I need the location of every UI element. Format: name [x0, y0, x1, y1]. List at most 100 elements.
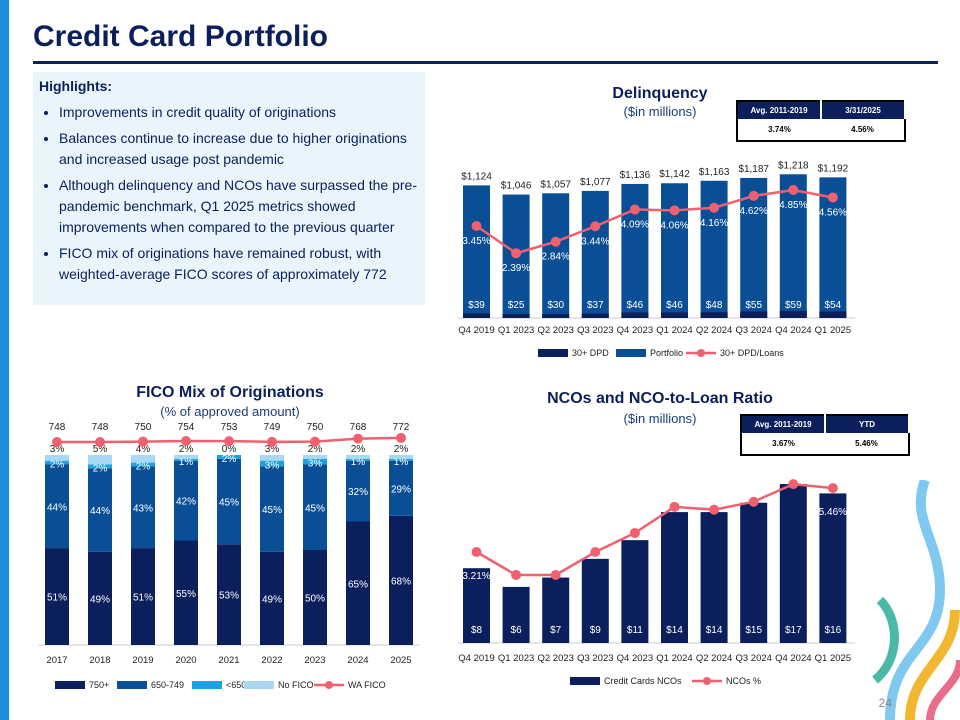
- fico-below-650-bar: [131, 462, 155, 467]
- wa-fico-point: [224, 436, 234, 447]
- nco-ratio-label: 5.46%: [819, 507, 847, 518]
- legend-label: WA FICO: [348, 680, 386, 690]
- x-tick-label: 2017: [46, 655, 67, 666]
- portfolio-bar: [661, 183, 688, 318]
- table-cell: 5.46%: [825, 433, 909, 455]
- no-fico-bar: [45, 455, 69, 461]
- table-header: Avg. 2011-2019: [737, 101, 822, 119]
- nco-ratio-point: [827, 483, 838, 494]
- dpd-bar: [700, 312, 728, 318]
- wa-fico-label: 772: [393, 422, 410, 433]
- dpd-label: $54: [825, 300, 842, 311]
- nco-ratio-point: [629, 527, 640, 538]
- nco-label: $7: [550, 625, 562, 636]
- segment-label: 2%: [222, 454, 237, 465]
- table-cell: 3.74%: [737, 119, 821, 141]
- ratio-label: 4.85%: [779, 200, 807, 211]
- x-tick-label: Q2 2023: [537, 325, 573, 336]
- nco-ratio-line: [475, 482, 834, 577]
- nco-benchmark-table: Avg. 2011-2019 YTD 3.67% 5.46%: [740, 414, 910, 456]
- portfolio-bar: [581, 190, 609, 318]
- x-tick-label: Q4 2023: [617, 325, 653, 336]
- nco-label: $8: [471, 625, 483, 636]
- dpd-bar: [661, 312, 688, 318]
- nco-label: $16: [825, 625, 842, 636]
- segment-label: 5%: [93, 444, 108, 455]
- wa-fico-point: [353, 433, 363, 444]
- x-tick-label: Q3 2023: [577, 653, 613, 664]
- fico-below-650-bar: [174, 458, 198, 461]
- segment-label: 4%: [136, 444, 151, 455]
- segment-label: 45%: [262, 505, 282, 516]
- segment-label: 2%: [93, 463, 108, 474]
- portfolio-label: $1,057: [540, 179, 571, 190]
- table-cell: 3.67%: [741, 433, 825, 455]
- segment-label: 3%: [308, 459, 323, 470]
- segment-label: 55%: [176, 589, 196, 600]
- segment-label: 45%: [305, 503, 325, 514]
- nco-label: $15: [745, 625, 762, 636]
- dpd-label: $30: [547, 300, 564, 311]
- wa-fico-label: 748: [49, 422, 66, 433]
- nco-bar: [542, 577, 570, 643]
- portfolio-label: $1,187: [738, 164, 769, 175]
- x-tick-label: Q1 2024: [656, 325, 692, 336]
- x-tick-label: Q4 2019: [458, 653, 494, 664]
- legend-label: 650-749: [151, 680, 184, 690]
- dpd-bar: [621, 312, 649, 318]
- fico-below-650-bar: [88, 464, 112, 469]
- fico-750-bar: [217, 544, 241, 645]
- segment-label: 51%: [133, 593, 153, 604]
- fico-750-bar: [260, 551, 284, 645]
- fico-750-bar: [131, 548, 155, 645]
- wa-fico-label: 768: [350, 422, 367, 433]
- legend-point-swatch: [697, 349, 705, 357]
- no-fico-bar: [131, 455, 155, 463]
- delinquency-ratio-point: [629, 204, 640, 215]
- portfolio-bar: [542, 193, 570, 318]
- highlight-bullet: FICO mix of originations have remained r…: [59, 243, 419, 285]
- nco-ratio-label: 3.21%: [462, 571, 490, 582]
- nco-subtitle: ($in millions): [623, 411, 697, 426]
- highlights-heading: Highlights:: [39, 78, 113, 94]
- nco-label: $6: [511, 625, 523, 636]
- fico-below-650-bar: [45, 460, 69, 465]
- fico-title: FICO Mix of Originations: [136, 384, 324, 401]
- legend-swatch: [55, 681, 85, 689]
- x-tick-label: 2020: [175, 655, 196, 666]
- wa-fico-point: [95, 437, 105, 447]
- fico-650-749-bar: [45, 464, 69, 549]
- ratio-label: 2.39%: [502, 263, 530, 274]
- delinquency-ratio-point: [748, 190, 759, 201]
- delinquency-subtitle: ($in millions): [623, 104, 697, 119]
- wa-fico-label: 754: [178, 422, 195, 433]
- segment-label: 2%: [50, 460, 65, 471]
- dpd-bar: [502, 314, 530, 318]
- dpd-bar: [819, 311, 847, 318]
- dpd-label: $39: [468, 300, 485, 311]
- wa-fico-point: [52, 437, 62, 447]
- brand-decoration-icon: [871, 480, 960, 720]
- delinquency-ratio-point: [471, 221, 482, 231]
- x-tick-label: Q4 2023: [617, 653, 653, 664]
- segment-label: 44%: [90, 506, 110, 517]
- segment-label: 65%: [348, 579, 368, 590]
- segment-label: 2%: [179, 444, 194, 455]
- fico-750-bar: [346, 521, 370, 645]
- no-fico-bar: [174, 455, 198, 459]
- x-tick-label: Q1 2023: [498, 653, 534, 664]
- wa-fico-label: 750: [135, 422, 152, 433]
- dpd-bar: [463, 313, 490, 318]
- nco-bar: [779, 484, 807, 643]
- fico-650-749-bar: [131, 466, 155, 549]
- wa-fico-label: 750: [307, 422, 324, 433]
- fico-below-650-bar: [389, 458, 413, 461]
- delinquency-ratio-line: [475, 188, 834, 255]
- nco-ratio-point: [511, 570, 522, 581]
- segment-label: 49%: [90, 594, 110, 605]
- nco-bar: [700, 512, 728, 643]
- delinquency-ratio-point: [709, 202, 720, 213]
- dpd-label: $59: [785, 300, 802, 311]
- x-tick-label: Q3 2023: [577, 325, 613, 336]
